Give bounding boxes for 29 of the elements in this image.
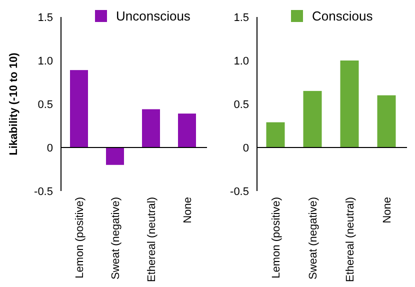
x-tick-label: Sweat (negative) (110, 197, 122, 280)
y-tick-label: 1.0 (38, 55, 53, 68)
bar (303, 90, 322, 148)
y-tick-label: -0.5 (230, 186, 249, 198)
x-tick-label: Lemon (positive) (270, 197, 282, 278)
y-tick-label: 0.5 (234, 98, 249, 111)
bar (340, 60, 359, 148)
y-tick-label: 1.0 (234, 55, 249, 68)
x-tick-label: Sweat (negative) (308, 197, 320, 280)
x-tick-label: None (382, 197, 394, 224)
legend-label: Conscious (312, 8, 374, 24)
y-tick-label: 1.5 (234, 12, 249, 24)
x-tick-label: Lemon (positive) (74, 197, 86, 278)
y-tick-label: -0.5 (34, 186, 53, 198)
bar (106, 148, 124, 165)
x-tick-label: Ethereal (neutral) (344, 197, 356, 282)
x-tick-label: Ethereal (neutral) (146, 197, 158, 282)
legend-label: Unconscious (116, 8, 191, 24)
bar (142, 109, 160, 148)
bar (70, 70, 88, 148)
y-axis-title: Likability (-10 to 10) (8, 52, 20, 156)
bar (178, 114, 196, 148)
y-tick-label: 0 (46, 142, 53, 154)
y-tick-label: 1.5 (38, 12, 53, 24)
x-tick-label: None (182, 197, 194, 224)
y-tick-label: 0 (242, 142, 249, 154)
bar (266, 122, 285, 148)
bar (377, 95, 396, 148)
y-tick-label: 0.5 (38, 98, 53, 111)
